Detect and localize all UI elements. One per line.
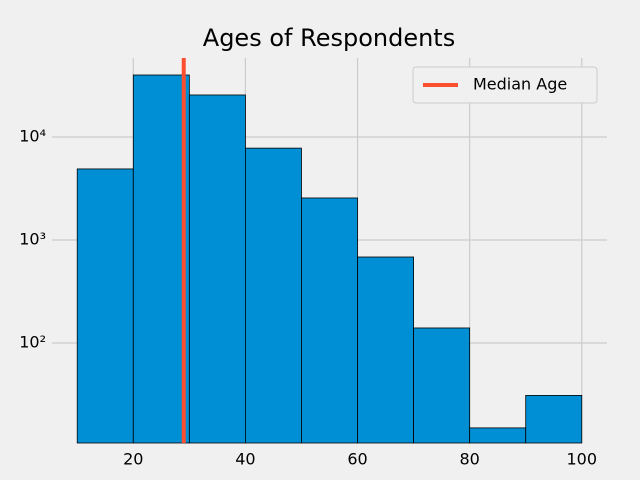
- x-tick-label: 80: [459, 450, 479, 469]
- bar: [357, 256, 414, 444]
- bar: [132, 74, 190, 444]
- x-tick-label: 100: [566, 450, 597, 469]
- x-axis-label: Ages: [304, 477, 353, 480]
- bar: [525, 395, 583, 444]
- bar: [413, 327, 471, 444]
- x-tick-label: 60: [347, 450, 367, 469]
- chart-title: Ages of Respondents: [203, 24, 455, 52]
- x-tick-label: 40: [235, 450, 255, 469]
- x-tick-label: 20: [123, 450, 143, 469]
- bar: [76, 168, 134, 444]
- bar: [245, 147, 302, 444]
- y-tick-label: 10⁴: [19, 127, 46, 146]
- y-tick-label: 10²: [19, 333, 46, 352]
- y-tick-label: 10³: [19, 230, 46, 249]
- bar: [188, 94, 246, 444]
- bar: [301, 197, 358, 444]
- legend-box: [412, 66, 598, 104]
- bar: [469, 427, 527, 444]
- legend-label: Median Age: [473, 75, 567, 94]
